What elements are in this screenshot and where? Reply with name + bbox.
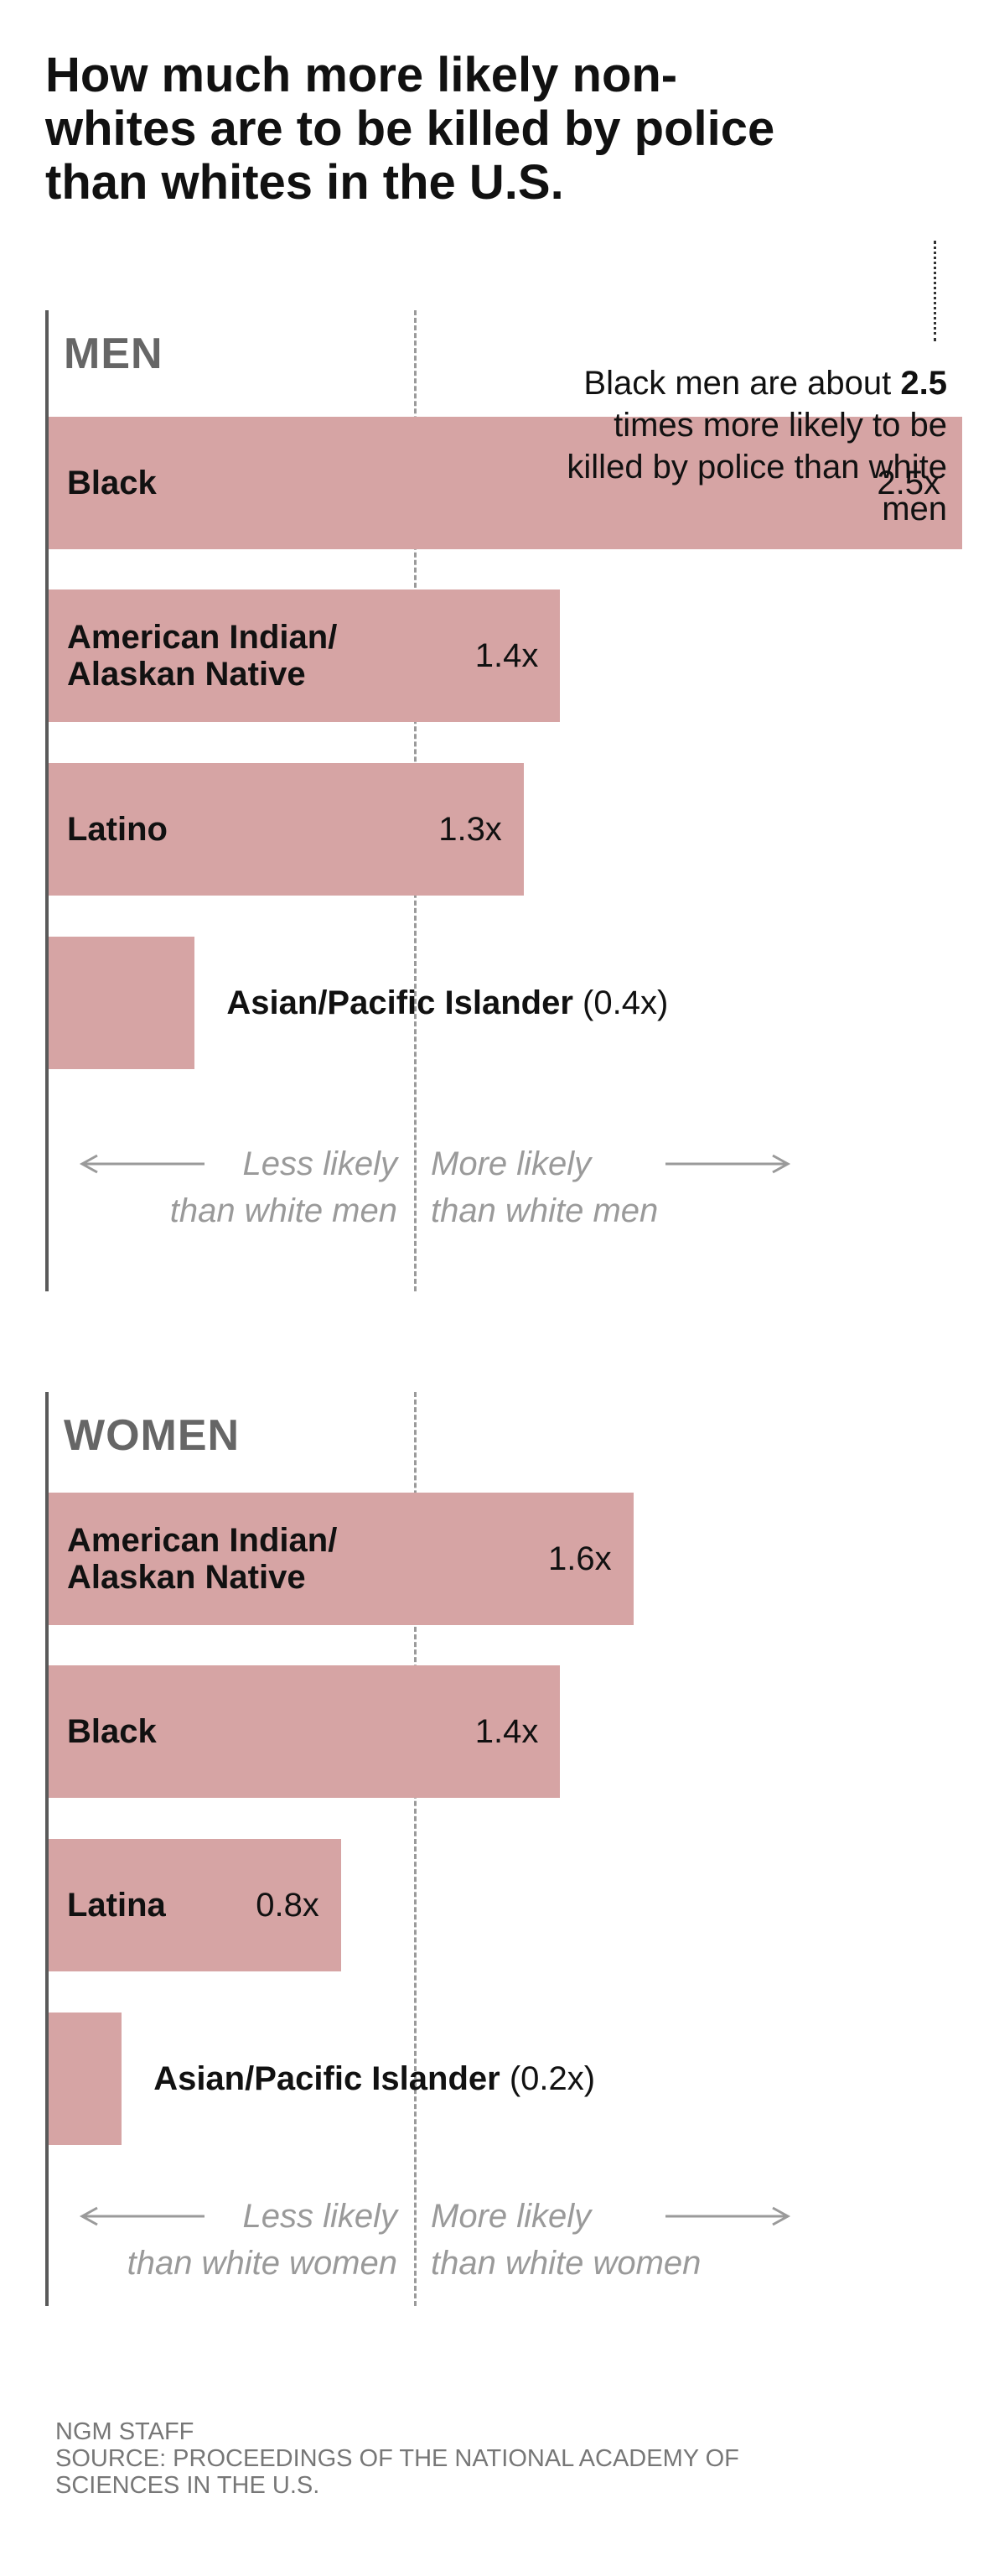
men-category-label-3: Asian/Pacific Islander [226,984,573,1021]
women-reference-line [414,1392,417,2306]
women-category-label-1: Black [67,1713,157,1750]
women-label-space-3 [500,2060,510,2097]
women-category-label-3: Asian/Pacific Islander [153,2060,500,2097]
men-label-space-3 [573,984,583,1021]
men-more-likely-label: More likely than white men [431,1145,659,1229]
footer: NGM STAFF SOURCE: PROCEEDINGS OF THE NAT… [55,2418,739,2499]
women-chart: WOMEN American Indian/ Alaskan Native 1.6… [0,1392,989,2306]
men-less-likely-label: Less likely than white men [169,1145,397,1229]
men-value-label-1: 1.4x [474,637,539,674]
women-bar-0 [49,1493,634,1625]
men-bar-2 [49,763,524,896]
men-value-label-0: 2.5x [877,465,940,501]
women-bar-label-3: Asian/Pacific Islander (0.2x) [153,2060,595,2097]
women-value-label-3: (0.2x) [509,2060,596,2097]
black-men-annotation: Black men are about 2.5 times more likel… [545,362,947,530]
women-section-title: WOMEN [64,1411,241,1460]
men-bar-0 [49,417,962,549]
women-right-arrow-icon [665,2206,791,2226]
women-axis-line [45,1392,49,2306]
men-bar-1 [49,589,561,722]
women-value-label-1: 1.4x [474,1713,539,1750]
men-axis-line [45,310,49,1291]
women-bar-2 [49,1839,341,1971]
men-category-label-2: Latino [67,811,168,848]
women-bars: American Indian/ Alaskan Native 1.6x Black… [0,1392,989,2306]
men-left-arrow-icon [79,1154,205,1174]
women-bar-3 [49,2012,122,2145]
page-title: How much more likely non- whites are to … [45,48,775,210]
women-category-label-2: Latina [67,1887,166,1924]
women-bar-1 [49,1665,561,1798]
annotation-number: 2.5 [900,365,947,402]
men-bar-label-3: Asian/Pacific Islander (0.4x) [226,984,668,1021]
women-more-likely-label: More likely than white women [431,2198,702,2282]
men-category-label-0: Black [67,465,157,501]
credit-line: NGM STAFF [55,2418,194,2445]
men-category-label-1: American Indian/ Alaskan Native [67,619,338,693]
men-section-title: MEN [64,330,163,378]
annotation-text-after: times more likely to be killed by police… [567,407,947,527]
men-bar-3 [49,937,195,1069]
men-value-label-2: 1.3x [438,811,502,848]
women-category-label-0: American Indian/ Alaskan Native [67,1522,338,1596]
men-chart: MEN Black 2.5x American Indian/ Alaskan Na… [0,310,989,1291]
men-value-label-3: (0.4x) [583,984,669,1021]
women-less-likely-label: Less likely than white women [127,2198,397,2282]
annotation-leader-line [934,241,936,341]
annotation-text-before: Black men are about [583,365,901,402]
source-line: SOURCE: PROCEEDINGS OF THE NATIONAL ACAD… [55,2445,739,2499]
men-right-arrow-icon [665,1154,791,1174]
men-bars: Black 2.5x American Indian/ Alaskan Native… [0,310,989,1291]
women-value-label-2: 0.8x [256,1887,319,1924]
women-value-label-0: 1.6x [548,1540,612,1577]
women-left-arrow-icon [79,2206,205,2226]
